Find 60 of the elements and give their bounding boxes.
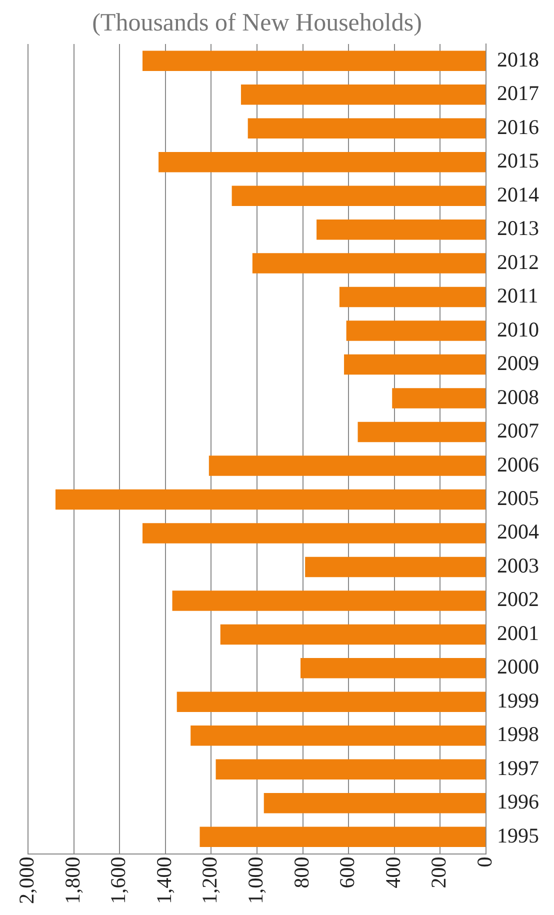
bar bbox=[55, 489, 486, 510]
bar bbox=[142, 523, 486, 544]
bar bbox=[142, 50, 486, 71]
bar bbox=[316, 219, 486, 240]
x-tick-label: 2,000 bbox=[14, 856, 39, 904]
y-tick-label: 2003 bbox=[497, 553, 539, 578]
y-tick-label: 1995 bbox=[497, 823, 539, 848]
bar bbox=[264, 793, 486, 814]
y-tick-label: 2014 bbox=[497, 182, 540, 206]
y-tick-label: 2018 bbox=[497, 47, 539, 72]
bar bbox=[220, 624, 486, 645]
y-tick-label: 2001 bbox=[497, 620, 539, 645]
bar bbox=[358, 422, 486, 442]
bar bbox=[252, 253, 486, 274]
y-tick-label: 2015 bbox=[497, 148, 539, 173]
x-axis-title: (Thousands of New Households) bbox=[92, 10, 422, 37]
x-tick-label: 800 bbox=[289, 856, 314, 888]
y-tick-label: 2010 bbox=[497, 317, 539, 342]
bar bbox=[392, 388, 486, 408]
y-tick-label: 2006 bbox=[497, 452, 539, 476]
bar bbox=[208, 456, 486, 476]
bar bbox=[190, 726, 486, 746]
y-tick-label: 1998 bbox=[497, 722, 539, 746]
x-tick-label: 1,200 bbox=[198, 856, 222, 904]
bar bbox=[346, 320, 486, 341]
x-tick-label: 600 bbox=[335, 856, 360, 888]
bar bbox=[300, 658, 486, 678]
bar bbox=[172, 590, 486, 611]
y-tick-label: 2012 bbox=[497, 250, 539, 274]
y-tick-label: 1996 bbox=[497, 790, 539, 814]
bar bbox=[248, 118, 486, 138]
y-tick-label: 1997 bbox=[497, 756, 539, 780]
x-tick-label: 0 bbox=[472, 856, 497, 868]
bar bbox=[240, 84, 486, 105]
y-tick-label: 2016 bbox=[497, 114, 539, 139]
y-tick-label: 2013 bbox=[497, 216, 539, 240]
x-tick-label: 1,400 bbox=[152, 856, 176, 904]
x-tick-label: 400 bbox=[380, 856, 405, 888]
y-tick-label: 2005 bbox=[497, 486, 539, 510]
y-tick-label: 2002 bbox=[497, 587, 539, 612]
y-tick-label: 2000 bbox=[497, 654, 539, 679]
bar bbox=[158, 152, 486, 172]
bar bbox=[339, 286, 486, 308]
x-tick-label: 1,000 bbox=[244, 856, 268, 904]
x-tick-label: 1,800 bbox=[60, 856, 84, 904]
y-tick-label: 2004 bbox=[497, 520, 540, 544]
bar bbox=[176, 692, 486, 712]
bar bbox=[200, 826, 486, 847]
bar bbox=[305, 556, 486, 578]
y-tick-label: 2007 bbox=[497, 418, 539, 443]
x-tick-label: 200 bbox=[426, 856, 451, 888]
y-tick-label: 2009 bbox=[497, 351, 539, 376]
bar bbox=[344, 354, 486, 375]
y-tick-label: 2017 bbox=[497, 81, 539, 106]
y-tick-label: 1999 bbox=[497, 688, 539, 712]
y-tick-label: 2011 bbox=[497, 284, 538, 308]
bar bbox=[216, 759, 486, 780]
bar bbox=[232, 186, 486, 206]
y-tick-label: 2008 bbox=[497, 384, 539, 409]
x-tick-label: 1,600 bbox=[106, 856, 130, 904]
